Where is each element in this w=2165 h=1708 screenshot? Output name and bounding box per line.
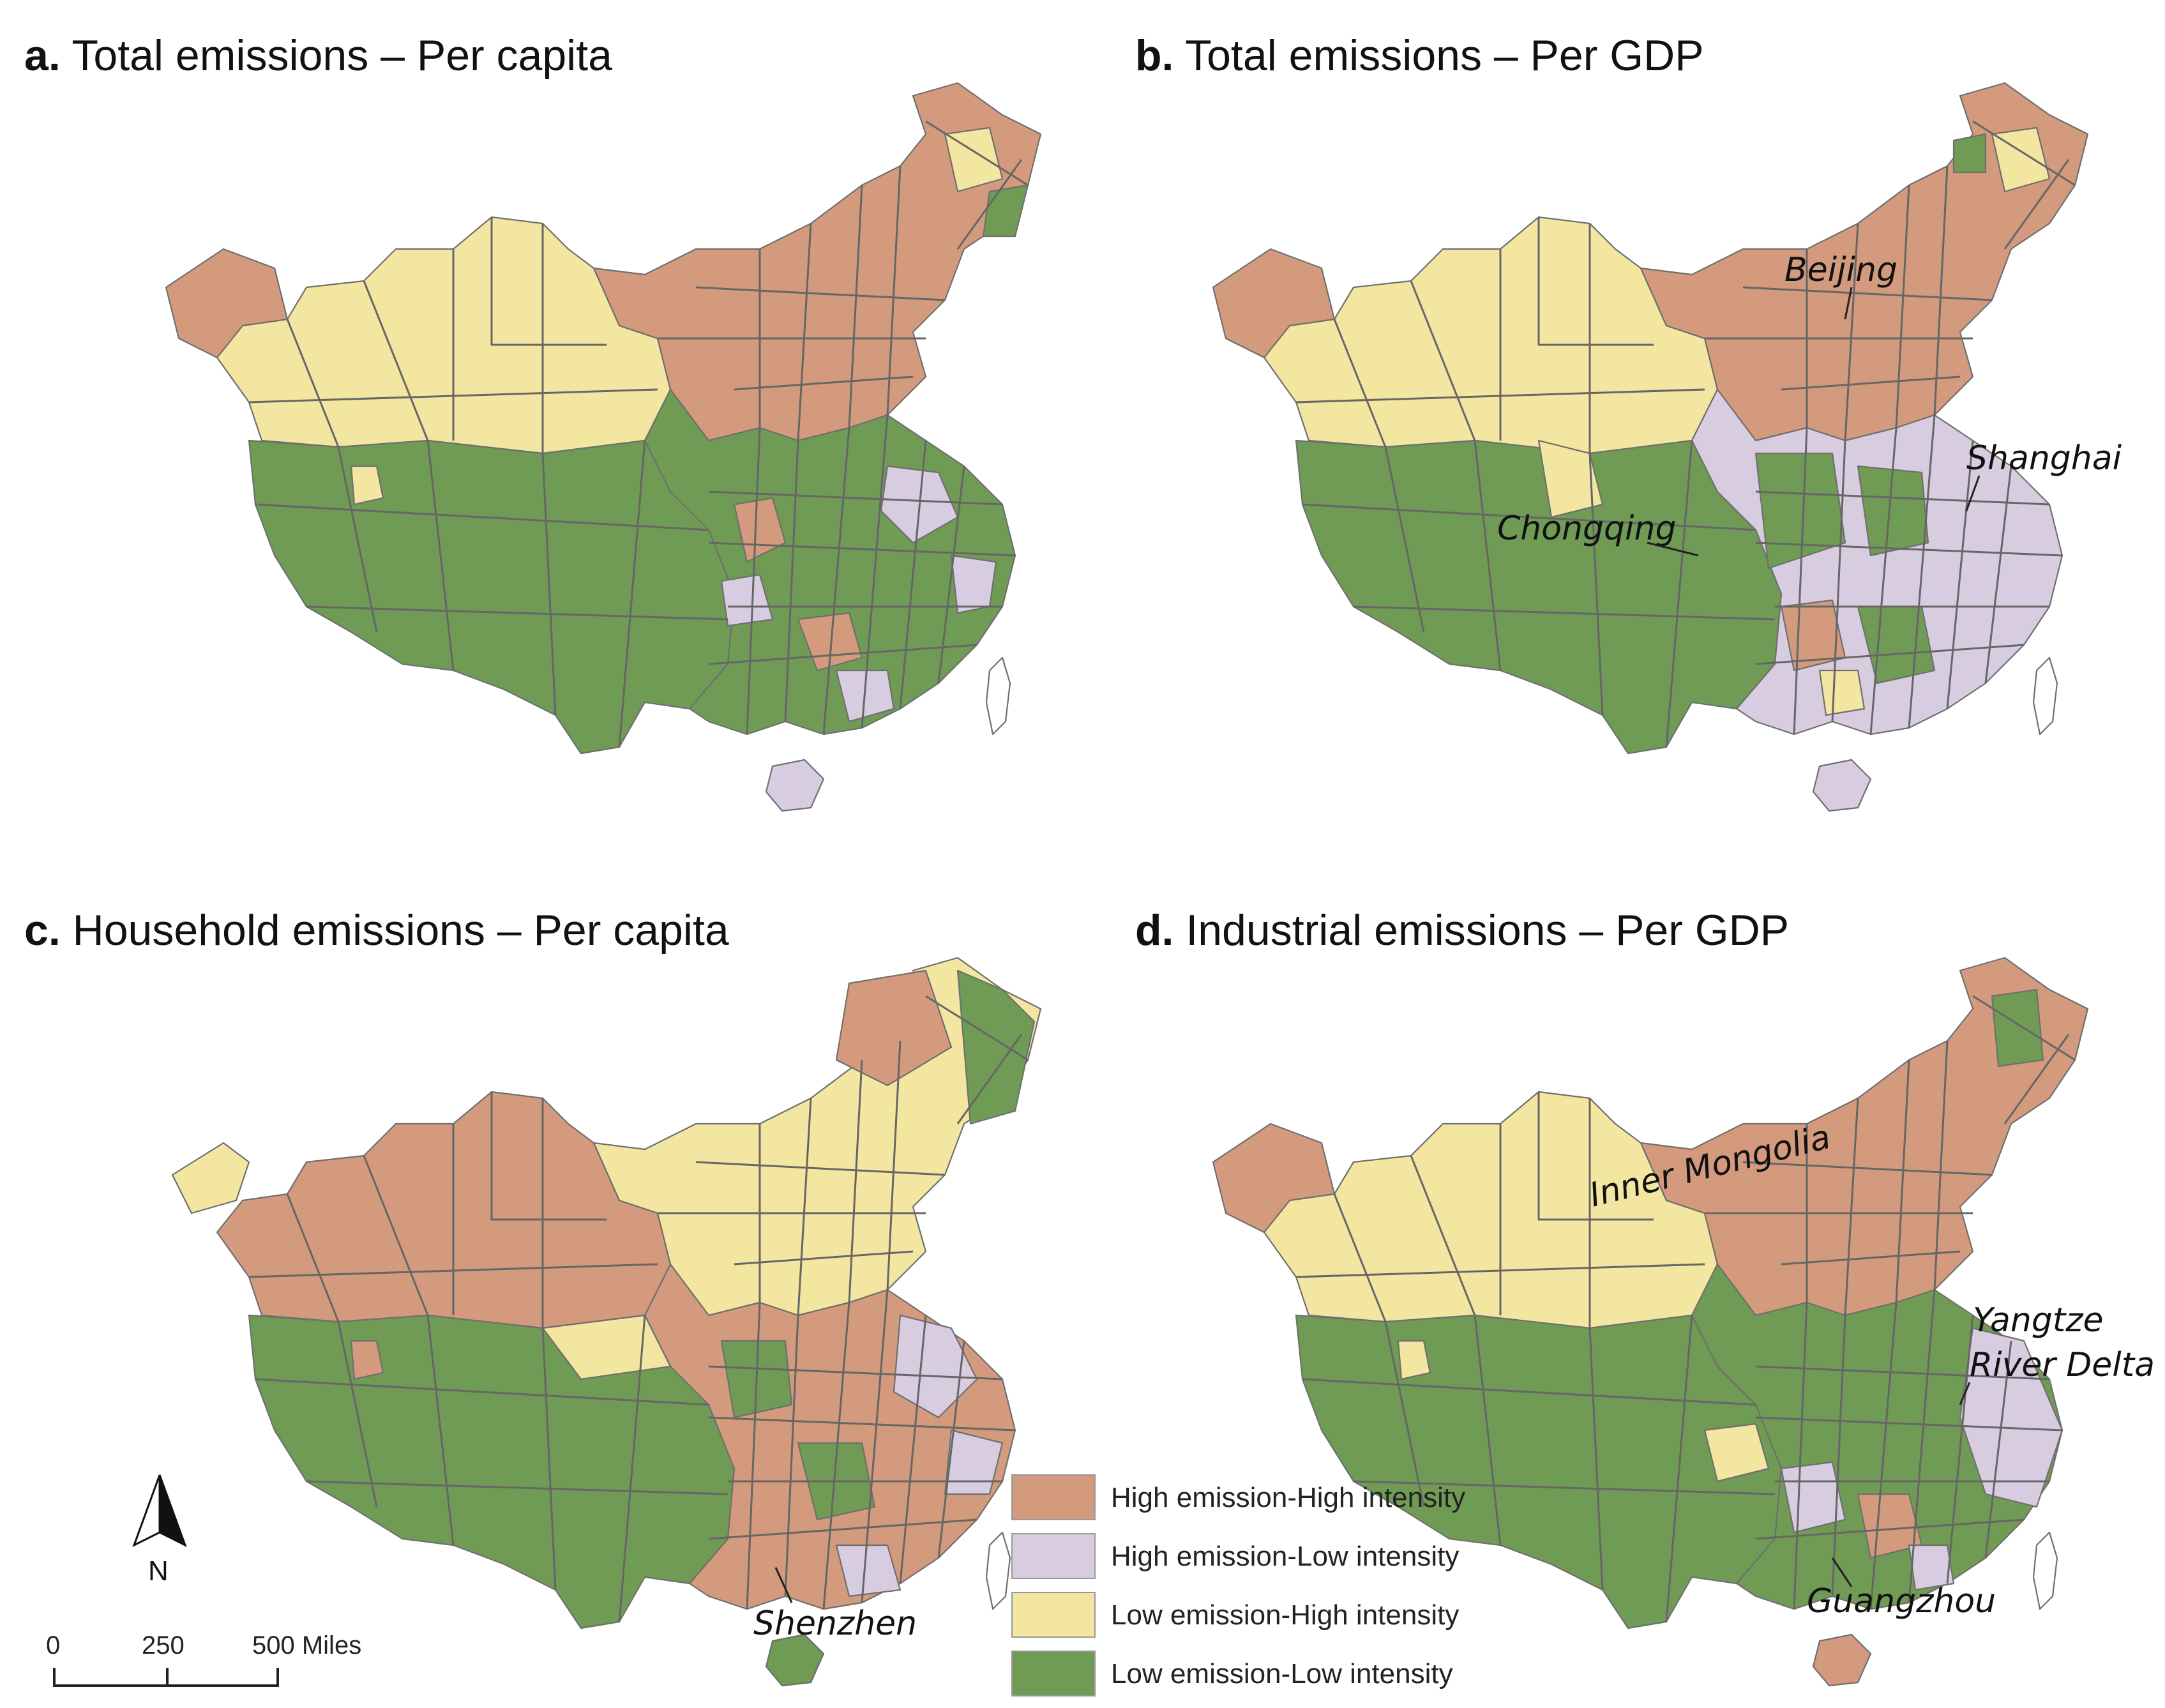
subregion <box>835 969 953 1087</box>
subregion <box>982 184 1029 238</box>
leader-yangtze <box>1959 1382 1971 1405</box>
legend-swatch-high-low <box>1011 1533 1096 1579</box>
zone-taiwan <box>2032 656 2058 736</box>
panel-a <box>165 82 1042 812</box>
panel-b-title: b. Total emissions – Per GDP <box>1135 31 1704 80</box>
scale-tick-label: 250 <box>142 1631 185 1659</box>
zone-west <box>1263 1091 1719 1329</box>
leader-chongqing <box>1647 541 1699 557</box>
label-beijing: Beijing <box>1784 251 1897 289</box>
legend-label: High emission-High intensity <box>1111 1482 1465 1513</box>
panel-d-title: d. Industrial emissions – Per GDP <box>1135 906 1789 955</box>
label-yangtze: Yangtze <box>1973 1301 2104 1340</box>
zone-west <box>1263 216 1719 455</box>
subregion <box>541 1314 672 1380</box>
subregion <box>1818 669 1866 716</box>
scale-tick-label: 0 <box>46 1631 60 1659</box>
zone-hainan <box>1812 1633 1872 1687</box>
scale-bar: 0 250 500 Miles <box>46 1631 361 1687</box>
legend-swatch-low-high <box>1011 1592 1096 1638</box>
subregion <box>1537 439 1604 518</box>
subregion <box>835 1544 901 1598</box>
zone-taiwan <box>985 656 1011 736</box>
subregion <box>350 1340 384 1380</box>
legend-label: Low emission-High intensity <box>1111 1599 1459 1631</box>
zone-tibet <box>1295 1314 1783 1629</box>
label-chongqing: Chongqing <box>1497 510 1676 548</box>
subregion <box>1991 126 2051 193</box>
zone-west <box>216 1091 672 1329</box>
subregion <box>1212 1122 1336 1234</box>
leader-shanghai <box>1965 475 1980 511</box>
north-label: N <box>148 1555 169 1587</box>
subregion <box>1959 1327 2063 1508</box>
panel-c <box>171 956 1042 1687</box>
subregion <box>1857 465 1929 557</box>
zone-taiwan <box>985 1531 1011 1610</box>
label-shanghai: Shanghai <box>1966 439 2122 478</box>
subregion <box>944 126 1004 193</box>
legend-label: High emission-Low intensity <box>1111 1541 1459 1572</box>
subregion <box>1991 988 2044 1068</box>
zone-taiwan <box>2032 1531 2058 1610</box>
north-arrow-icon: N <box>132 1474 187 1587</box>
zone-tibet <box>248 439 735 755</box>
subregion <box>1754 452 1846 570</box>
zone-west <box>216 216 672 455</box>
legend-swatch-high-high <box>1011 1474 1096 1520</box>
subregion <box>1952 133 1987 174</box>
legend-swatch-low-low <box>1011 1651 1096 1697</box>
panel-b <box>1212 82 2089 812</box>
zone-tibet <box>1295 439 1783 755</box>
label-guangzhou: Guangzhou <box>1807 1582 1996 1621</box>
subregion <box>720 573 774 627</box>
panel-d <box>1212 956 2089 1687</box>
subregion <box>1908 1544 1955 1591</box>
zone-hainan <box>1812 759 1872 812</box>
panel-c-title: c. Household emissions – Per capita <box>24 906 729 955</box>
legend: High emission-High intensity High emissi… <box>1011 1474 1465 1697</box>
label-shenzhen: Shenzhen <box>753 1605 917 1643</box>
scale-tick-label: 500 Miles <box>252 1631 361 1659</box>
subregion <box>1703 1423 1770 1483</box>
subregion <box>944 1429 1004 1495</box>
leader-guangzhou <box>1831 1557 1853 1587</box>
label-river-delta: River Delta <box>1970 1346 2155 1384</box>
panel-a-title: a. Total emissions – Per capita <box>24 31 612 80</box>
subregion <box>171 1142 250 1214</box>
legend-label: Low emission-Low intensity <box>1111 1658 1453 1689</box>
subregion <box>956 969 1036 1125</box>
subregion <box>350 465 384 506</box>
subregion <box>1212 248 1336 359</box>
subregion <box>165 248 289 359</box>
leader-shenzhen <box>774 1567 793 1603</box>
subregion <box>950 554 997 614</box>
leader-beijing <box>1844 287 1853 320</box>
subregion <box>1397 1340 1431 1380</box>
zone-hainan <box>765 759 825 812</box>
